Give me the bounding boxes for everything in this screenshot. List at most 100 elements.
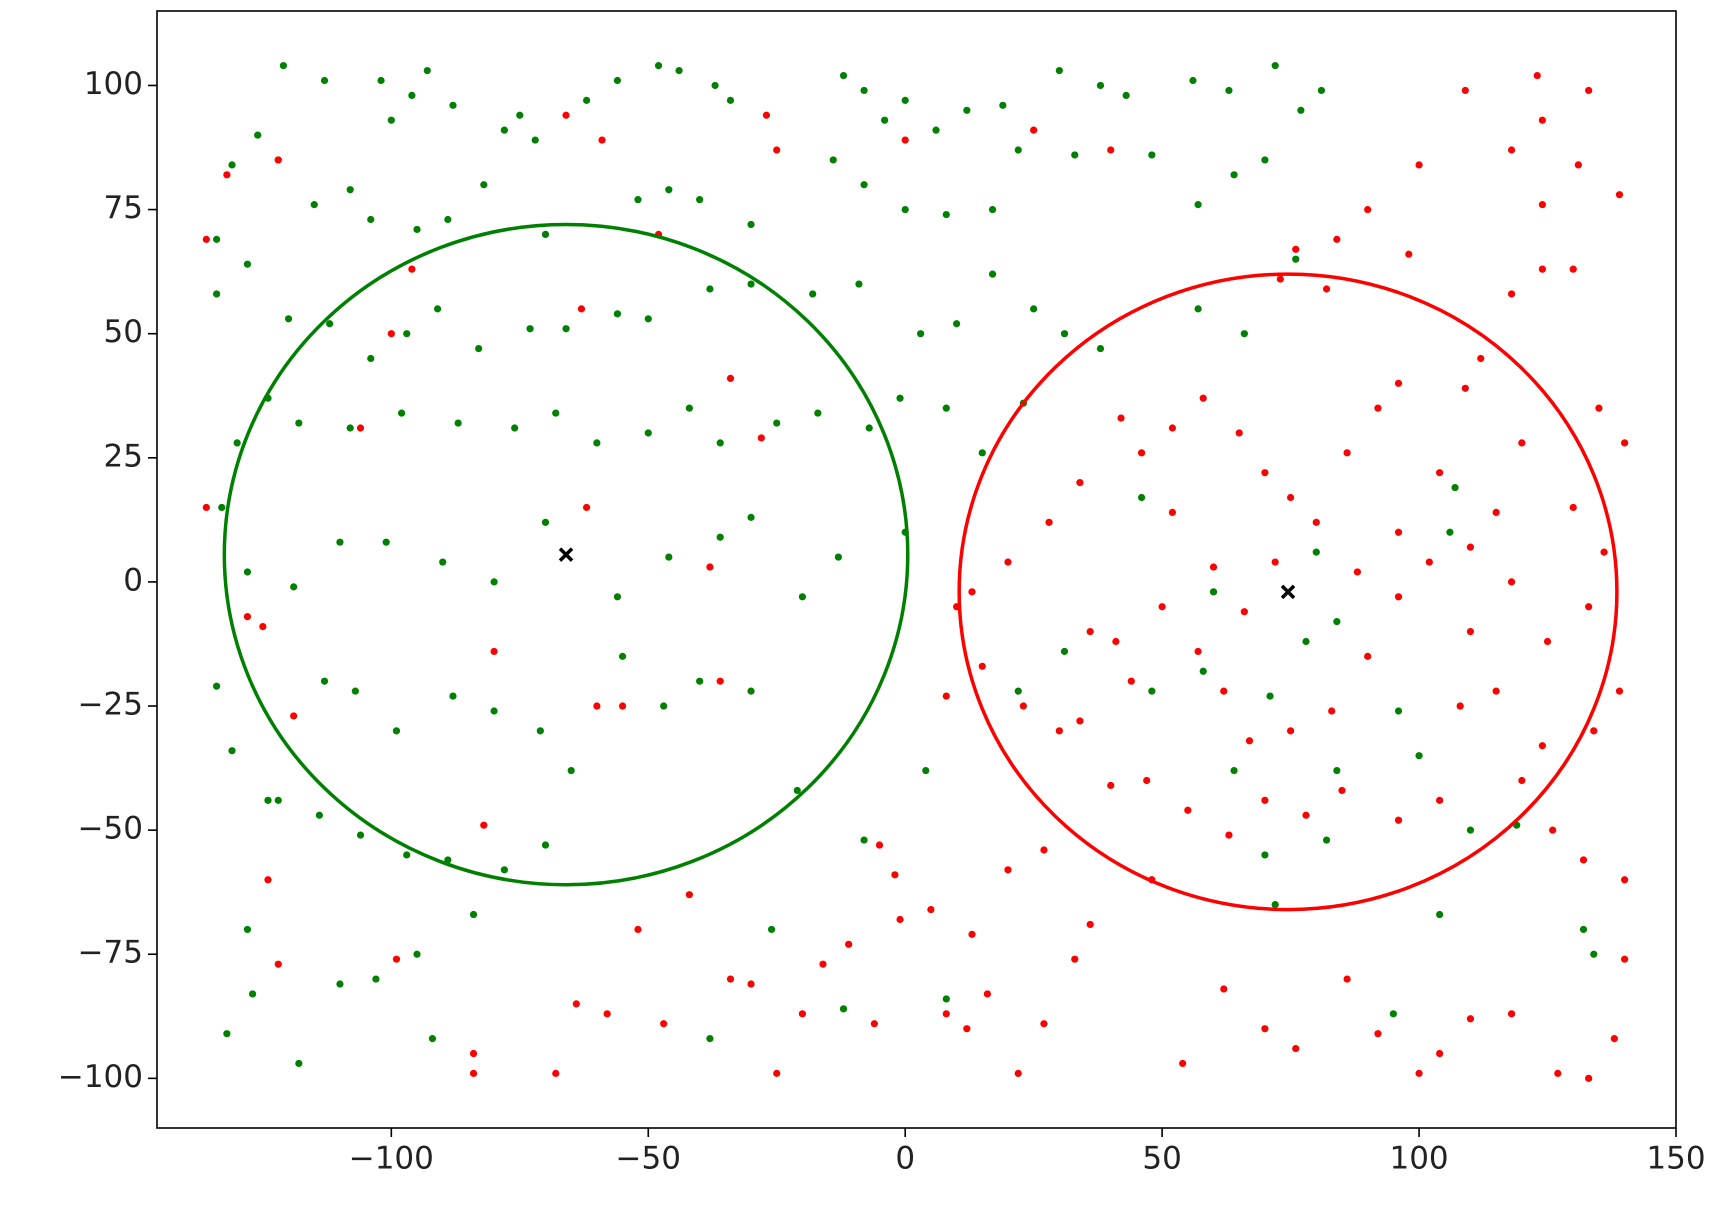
point xyxy=(1240,608,1248,616)
point xyxy=(1507,1010,1516,1018)
point xyxy=(1456,702,1464,710)
point xyxy=(999,101,1007,109)
point xyxy=(860,86,868,95)
point xyxy=(500,126,508,134)
point xyxy=(839,71,848,80)
point xyxy=(310,201,318,209)
point xyxy=(896,394,904,402)
point xyxy=(747,980,755,988)
centroid-marker xyxy=(558,547,574,562)
point xyxy=(952,320,961,328)
point xyxy=(1086,627,1094,636)
point xyxy=(1436,469,1444,477)
point xyxy=(1436,1049,1444,1058)
point xyxy=(1569,265,1577,273)
point xyxy=(1137,493,1146,502)
point xyxy=(1117,414,1125,422)
point xyxy=(1333,618,1341,626)
point xyxy=(978,662,986,670)
point xyxy=(716,439,724,447)
point xyxy=(613,593,622,601)
point xyxy=(1127,677,1135,685)
point xyxy=(593,439,601,447)
point xyxy=(1266,692,1274,700)
point xyxy=(1405,250,1413,258)
point xyxy=(1261,796,1269,804)
point xyxy=(1585,603,1593,611)
y-tick-label: −50 xyxy=(78,811,143,847)
point xyxy=(1615,191,1624,199)
point xyxy=(1261,851,1269,859)
point xyxy=(1518,439,1526,447)
point xyxy=(1220,985,1228,993)
point xyxy=(202,235,210,243)
point xyxy=(372,975,380,983)
point xyxy=(1394,528,1403,536)
point xyxy=(398,409,406,417)
point xyxy=(1585,86,1593,95)
point xyxy=(1364,652,1372,660)
point xyxy=(577,305,586,313)
point xyxy=(1060,330,1069,338)
point xyxy=(254,131,262,139)
point xyxy=(1585,1074,1593,1082)
point xyxy=(1276,275,1284,283)
point xyxy=(819,960,827,968)
point xyxy=(922,766,930,775)
point xyxy=(1076,717,1084,725)
point xyxy=(1333,235,1341,243)
axes: −100 −50 0 50 100 150 −100 −75 −50 −25 0 25 50 75 100 xyxy=(58,66,1706,1177)
x-tick-label: 50 xyxy=(1142,1141,1181,1177)
cluster-circle xyxy=(222,222,910,887)
point xyxy=(1543,637,1552,646)
point xyxy=(660,702,668,710)
point xyxy=(1261,469,1269,477)
point xyxy=(218,503,226,512)
point xyxy=(660,1020,668,1028)
point xyxy=(444,856,452,864)
point xyxy=(413,225,421,234)
point xyxy=(403,330,411,338)
point xyxy=(367,354,375,363)
point xyxy=(706,563,714,571)
point xyxy=(243,613,252,621)
point xyxy=(1466,543,1475,551)
point xyxy=(696,677,704,685)
point xyxy=(1621,955,1629,963)
point xyxy=(716,677,724,685)
point xyxy=(1292,245,1300,253)
point xyxy=(1143,776,1151,785)
point xyxy=(562,325,570,333)
point xyxy=(356,424,365,432)
point xyxy=(726,96,735,104)
y-tick-label: −25 xyxy=(78,687,143,723)
point xyxy=(1292,255,1300,263)
point xyxy=(747,220,755,229)
point xyxy=(665,186,673,194)
point xyxy=(654,62,663,70)
point xyxy=(1343,449,1351,457)
point xyxy=(773,419,781,427)
point xyxy=(726,975,735,983)
point xyxy=(1415,752,1423,760)
point xyxy=(1189,76,1197,85)
point xyxy=(845,940,853,948)
point xyxy=(1168,508,1177,517)
point xyxy=(454,419,462,427)
point xyxy=(1343,975,1351,983)
point xyxy=(541,518,550,526)
x-tick-label: 150 xyxy=(1646,1141,1705,1177)
point xyxy=(927,905,935,914)
point xyxy=(1071,955,1079,963)
point xyxy=(767,925,776,934)
point xyxy=(634,196,642,204)
plot-frame xyxy=(156,10,1677,1129)
point xyxy=(685,404,693,412)
point xyxy=(1014,687,1022,695)
point xyxy=(1538,265,1546,273)
point xyxy=(1014,146,1022,154)
point xyxy=(706,1035,714,1043)
point xyxy=(552,409,560,417)
x-tick-label: −50 xyxy=(616,1141,681,1177)
point xyxy=(1137,449,1146,457)
